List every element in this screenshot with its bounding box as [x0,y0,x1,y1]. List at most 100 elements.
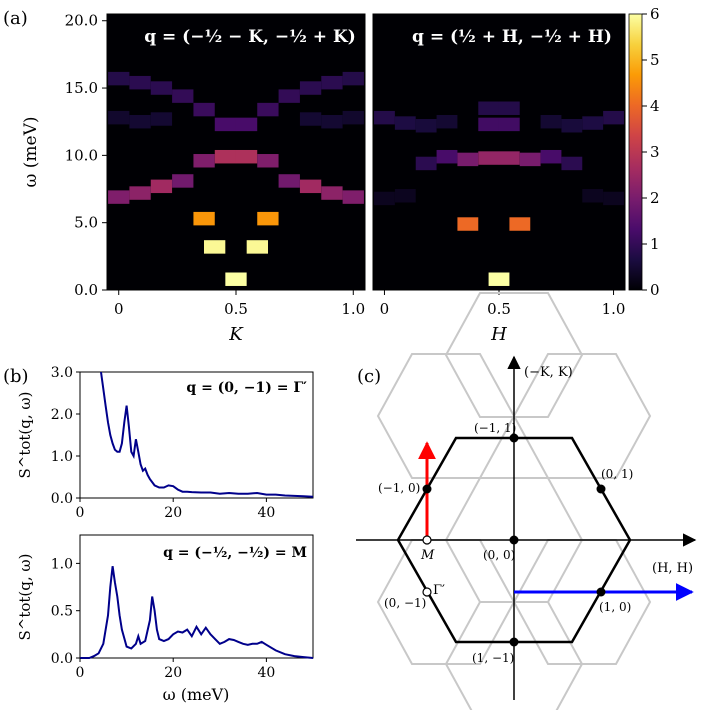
heatmap-left-x-axis: 0 0.5 1.0 [114,290,365,318]
heatmap-right-cell-16 [498,101,520,115]
heatmap-left-xtick-label-2: 1.0 [341,300,365,318]
plot-b-bottom-series-line [80,566,314,659]
panel-label-c: (c) [357,366,381,387]
heatmap-right-cell-9 [457,217,479,231]
heatmap-left-cell-1 [108,110,130,125]
heatmap-right-xtick-label-0: 0 [380,300,390,318]
heatmap-left-ytick-label-0: 0.0 [74,281,98,299]
bz-label-m1-1: (−1, 1) [474,421,516,435]
bz-y-axis-label: (−K, K) [524,365,573,380]
heatmap-left-cell-26 [299,81,322,95]
bz-label-origin: (0, 0) [483,548,515,562]
bz-point-gamma-prime [422,587,432,597]
plot-b-bottom-xlabel: ω (meV) [163,685,230,704]
panel-label-b: (b) [3,366,29,387]
bz-point-0-1 [596,484,606,494]
heatmap-left-cell-18 [235,117,258,132]
plot-b-top-axes: 0 20 40 0.0 1.0 2.0 3.0 [51,365,276,521]
colorbar-tick-label-4: 4 [650,97,660,115]
plot-b-bottom-frame [79,534,314,659]
heatmap-right-title: q = (½ + H, −½ + H) [412,27,612,47]
colorbar-tick-label-0: 0 [650,281,660,299]
colorbar: 0 1 2 3 4 5 6 [628,5,660,299]
heatmap-left-cell-17 [225,272,247,286]
heatmap-right-cell-22 [561,156,583,171]
heatmap-left-cell-10 [172,174,194,188]
bz-x-axis-label: (H, H) [652,561,693,576]
heatmap-left-cell-21 [257,102,279,117]
heatmap-left-title: q = (−½ − K, −½ + K) [144,27,356,47]
colorbar-tick-label-3: 3 [650,143,660,161]
plot-b-top-ytick-label-0: 0.0 [51,491,73,507]
heatmap-left-cell-0 [108,71,130,86]
heatmap-left-cell-15 [214,117,237,132]
heatmap-left-cell-34 [342,190,364,204]
heatmap-left-cell-2 [108,190,130,204]
heatmap-left-cell-20 [246,240,269,254]
heatmap-right-cell-10 [478,117,500,132]
heatmap-right-cell-17 [509,217,531,231]
bz-label-m1-0: (−1, 0) [378,481,420,495]
bz-grid-hex-bottom [444,601,584,710]
colorbar-tick-label-6: 6 [650,5,660,23]
heatmap-right-cell-13 [488,272,510,286]
heatmap-right-cell-2 [394,116,416,130]
plot-b-top-ytick-label-2: 2.0 [51,407,73,423]
plot-b-top-ytick-label-1: 1.0 [51,449,73,465]
bz-label-gamma-prime: Γ′ [433,583,445,598]
heatmap-right-cell-7 [436,149,458,164]
heatmap-left-y-axis: 0.0 5.0 10.0 15.0 20.0 [65,12,107,299]
heatmap-right-cell-20 [540,149,562,164]
heatmap-left-cell-13 [193,211,215,226]
plot-b-bottom-xtick-label-0: 0 [76,665,85,681]
heatmap-left-cell-22 [257,154,279,168]
heatmap-right-cell-25 [603,110,624,125]
heatmap-right-cell-8 [457,152,479,167]
heatmap-left-cell-24 [278,89,300,103]
plot-b-bottom-ytick-label-2: 1.0 [51,556,73,572]
bz-diagram: (−K, K) (H, H) (−1, 1) (−1, 0) (0, 1) (0… [356,292,697,710]
heatmap-left-cell-25 [278,174,300,188]
colorbar-tick-label-1: 1 [650,235,660,253]
heatmap-right-cell-11 [478,151,500,165]
heatmap-left-cell-31 [321,186,343,200]
colorbar-ticks: 0 1 2 3 4 5 6 [642,5,660,299]
heatmap-left-ylabel: ω (meV) [21,117,41,188]
heatmap-right-cell-19 [540,114,562,129]
heatmap-left-cell-11 [193,102,215,117]
heatmap-left-cell-27 [299,112,322,126]
plot-b-bottom: q = (−½, −½) = M 0 20 40 0.0 0.5 1.0 S^tot(q,… [16,534,314,704]
colorbar-tick-label-2: 2 [650,189,660,207]
plot-b-top-annotation: q = (0, −1) = Γ′ [186,380,307,396]
bz-label-1-m1: (1, −1) [472,651,514,665]
heatmap-right-cell-0 [374,110,395,125]
heatmap-right-cell-1 [374,191,395,206]
heatmap-left-cell-9 [172,89,194,103]
heatmap-left-cell-14 [203,240,226,254]
heatmap-left-ytick-label-3: 15.0 [65,79,98,97]
heatmap-right-cell-3 [394,189,416,203]
plot-b-top-xtick-label-2: 40 [257,505,275,521]
plot-b-top-ytick-label-3: 3.0 [51,365,73,381]
heatmap-right-xlabel: H [490,324,507,345]
heatmap-right-cell-5 [415,156,437,171]
heatmap-left-cell-28 [299,179,322,194]
bz-point-1-0 [596,587,606,597]
heatmap-right-cell-23 [582,116,604,130]
heatmap-left-cell-16 [214,149,237,164]
heatmap-right-x-axis: 0 0.5 1.0 [380,290,625,318]
bz-label-m: M [420,548,435,563]
plot-b-top-xtick-label-1: 20 [164,505,182,521]
heatmap-left-cell-30 [321,114,343,129]
bz-point-origin [509,535,519,545]
bz-label-0-m1: (0, −1) [384,596,426,610]
heatmap-left-cells [108,71,364,286]
plot-b-bottom-xtick-label-1: 20 [164,665,182,681]
heatmap-left-cell-4 [129,114,151,129]
heatmap-left-ytick-label-1: 5.0 [74,214,98,232]
plot-b-top-series-line [100,371,314,498]
heatmap-left-cell-12 [193,154,215,168]
heatmap-left-cell-6 [150,81,173,95]
heatmap-right-xtick-label-1: 0.5 [487,300,511,318]
heatmap-left-xtick-label-1: 0.5 [224,300,248,318]
